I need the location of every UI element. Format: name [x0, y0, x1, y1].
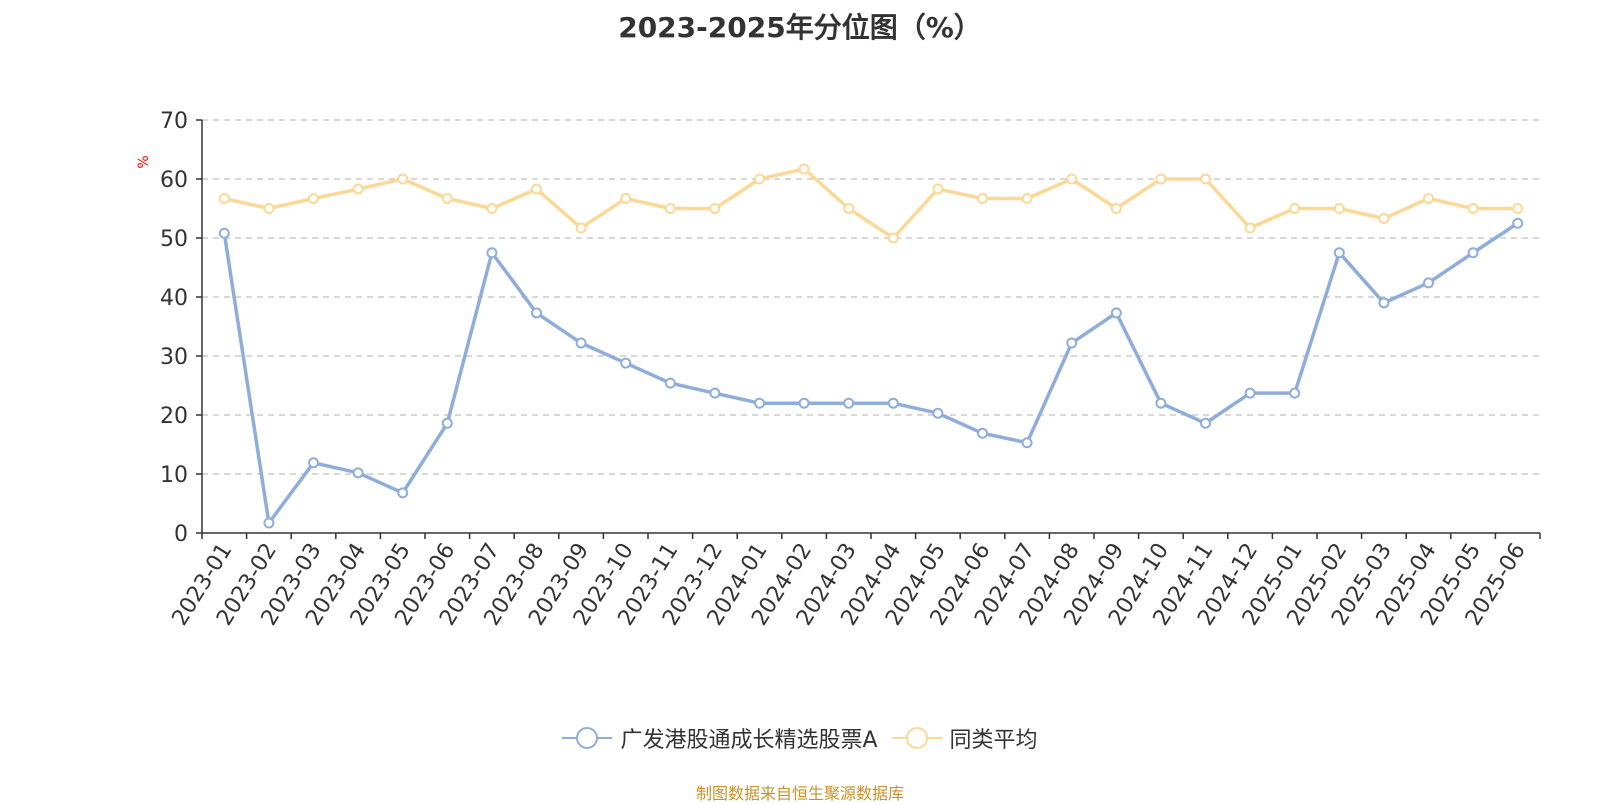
series-2-point-2024-09: [1110, 203, 1122, 214]
series-2-point-2023-05: [397, 173, 409, 185]
series-1-point-2024-01: [754, 397, 765, 409]
series-2-point-2024-03: [843, 203, 855, 214]
series-1-point-2025-06: [1512, 217, 1524, 229]
series-2-point-2025-05: [1467, 203, 1479, 214]
series-1-point-2023-02: [263, 517, 275, 529]
series-2-point-2023-12: [709, 203, 721, 214]
series-2-point-2024-01: [754, 173, 765, 185]
series-1-point-2023-01: [218, 227, 230, 239]
series-1-point-2024-04: [887, 397, 899, 409]
y-tick-label-50: 50: [160, 227, 188, 252]
series-1-point-2023-12: [709, 387, 721, 399]
y-tick-label-40: 40: [160, 286, 188, 311]
y-axis-label: %: [136, 155, 152, 168]
series-2-point-2023-09: [575, 222, 587, 234]
series-2-point-2025-01: [1289, 203, 1301, 214]
series-1-point-2025-01: [1289, 387, 1301, 399]
series-layer: [218, 163, 1524, 529]
series-1-point-2024-02: [798, 397, 810, 409]
series-2-point-2023-07: [486, 203, 498, 214]
series-1-point-2025-04: [1423, 277, 1434, 289]
series-2-point-2024-08: [1066, 173, 1078, 185]
series-2-point-2023-10: [620, 192, 632, 204]
series-1-point-2025-02: [1333, 247, 1345, 259]
series-1-point-2023-11: [664, 377, 676, 389]
series-2-point-2023-11: [664, 203, 676, 214]
series-2-point-2024-06: [977, 192, 988, 204]
series-2-point-2024-12: [1244, 222, 1256, 234]
series-2-point-2023-01: [218, 192, 230, 204]
series-line-2: [223, 167, 1518, 240]
series-2-point-2024-04: [887, 232, 899, 244]
y-tick-label-70: 70: [160, 109, 188, 134]
series-2-point-2024-11: [1200, 173, 1211, 185]
series-2-point-2024-05: [932, 183, 944, 195]
series-1-point-2024-08: [1066, 337, 1078, 349]
series-2-point-2023-03: [308, 192, 319, 204]
series-1-point-2024-09: [1110, 307, 1122, 319]
y-tick-label-60: 60: [160, 168, 188, 193]
legend-item-series-1[interactable]: 广发港股通成长精选股票A: [562, 722, 878, 754]
series-2-point-2024-07: [1021, 192, 1033, 204]
y-tick-label-20: 20: [160, 404, 188, 429]
series-1-point-2024-03: [843, 397, 855, 409]
series-1-point-2024-07: [1021, 437, 1033, 449]
y-tick-label-0: 0: [174, 522, 188, 547]
series-1-point-2023-05: [397, 487, 409, 499]
chart-title: 2023-2025年分位图（%）: [618, 11, 982, 44]
series-1-point-2024-10: [1155, 397, 1167, 409]
legend-marker-2-icon: [891, 727, 942, 749]
series-2-point-2024-02: [798, 163, 810, 175]
series-2-point-2025-06: [1512, 203, 1524, 214]
legend-marker-1-icon: [562, 727, 613, 749]
y-tick-label-30: 30: [160, 345, 188, 370]
grid-lines: [202, 119, 1540, 475]
series-1-point-2023-10: [620, 357, 632, 369]
y-tick-label-10: 10: [160, 463, 188, 488]
series-2-point-2023-08: [531, 183, 542, 195]
series-1-point-2023-04: [352, 467, 364, 479]
data-source-footer: 制图数据来自恒生聚源数据库: [695, 784, 904, 803]
series-1-point-2024-12: [1244, 387, 1256, 399]
legend-item-series-2[interactable]: 同类平均: [891, 722, 1038, 754]
series-1-point-2025-05: [1467, 247, 1479, 259]
series-1-point-2023-08: [531, 307, 542, 319]
series-1-point-2023-03: [308, 457, 319, 469]
series-2-point-2023-02: [263, 203, 275, 214]
series-2-point-2025-04: [1423, 192, 1434, 204]
series-1-point-2024-11: [1200, 417, 1211, 429]
series-2-point-2025-02: [1333, 203, 1345, 214]
series-1-point-2023-09: [575, 337, 587, 349]
series-1-point-2023-07: [486, 247, 498, 259]
line-chart: 0102030405060702023-012023-022023-032023…: [136, 109, 1541, 630]
series-1-point-2025-03: [1378, 297, 1390, 309]
series-line-1: [222, 221, 1519, 525]
series-2-point-2023-06: [441, 192, 453, 204]
legend-label-series-1: 广发港股通成长精选股票A: [620, 728, 878, 753]
legend: 广发港股通成长精选股票A 同类平均: [0, 722, 1600, 754]
series-1-point-2024-06: [977, 427, 988, 439]
series-1-point-2023-06: [441, 417, 453, 429]
legend-label-series-2: 同类平均: [949, 728, 1038, 753]
series-2-point-2024-10: [1155, 173, 1167, 185]
series-2-point-2025-03: [1378, 213, 1390, 225]
series-2-point-2023-04: [352, 183, 364, 195]
series-1-point-2024-05: [932, 407, 944, 419]
